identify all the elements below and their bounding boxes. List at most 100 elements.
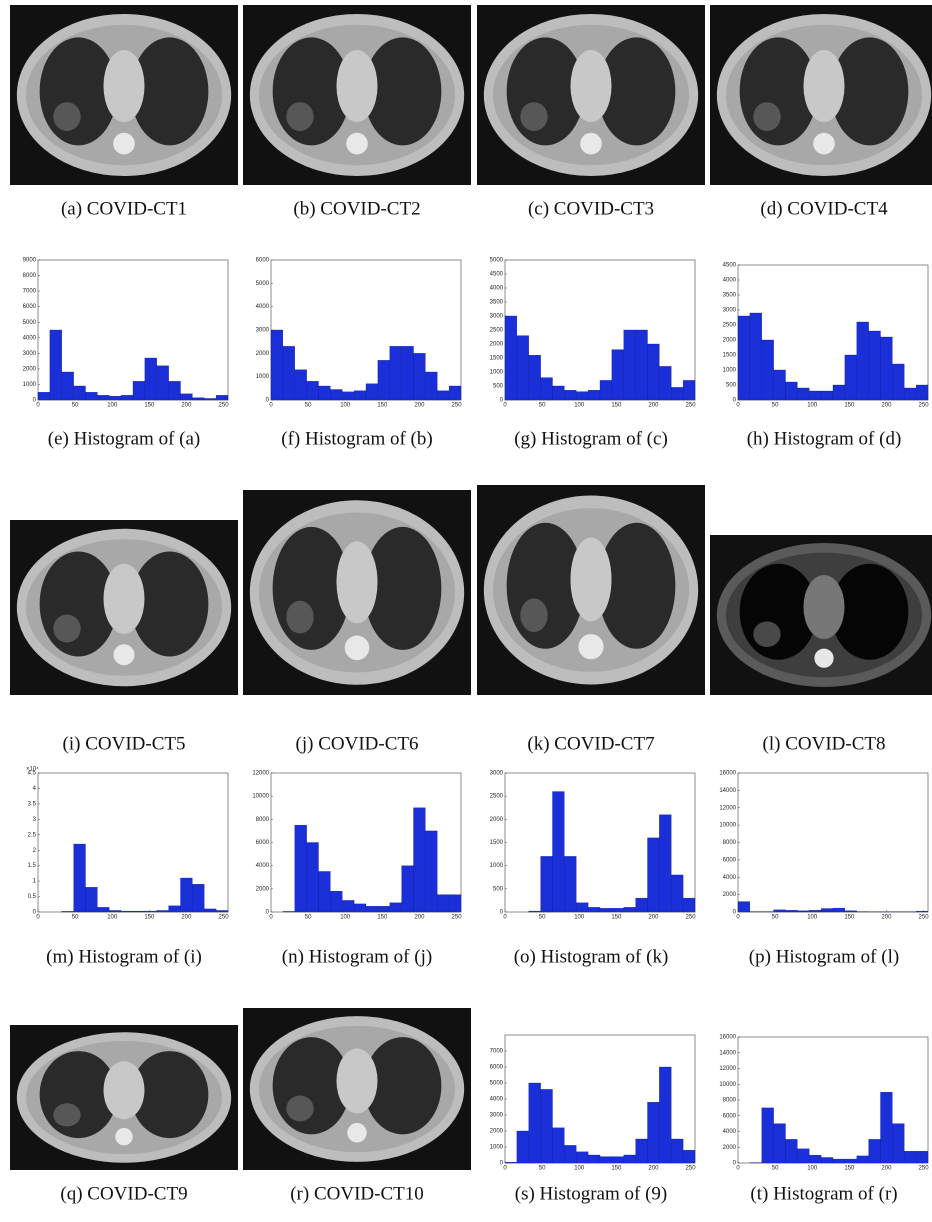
histogram-bar bbox=[541, 1089, 553, 1163]
x-tick-label: 150 bbox=[844, 915, 855, 921]
y-tick-label: 12000 bbox=[252, 771, 269, 777]
histogram-bar bbox=[869, 331, 881, 400]
y-tick-label: 5000 bbox=[23, 320, 37, 326]
histogram-bar bbox=[97, 907, 109, 912]
histogram-bar bbox=[648, 344, 660, 400]
x-tick-label: 200 bbox=[414, 915, 425, 921]
y-tick-label: 14000 bbox=[719, 1050, 736, 1056]
histogram-bar bbox=[845, 1159, 857, 1163]
histogram-bar bbox=[283, 346, 295, 400]
x-tick-label: 50 bbox=[772, 403, 779, 409]
y-tick-label: 1 bbox=[33, 879, 37, 885]
histogram-bar bbox=[97, 395, 109, 400]
spine bbox=[114, 644, 135, 665]
histogram-bar bbox=[821, 391, 833, 400]
histogram-bar bbox=[576, 903, 588, 912]
ct-image bbox=[10, 1025, 238, 1170]
y-tick-label: 1000 bbox=[490, 370, 504, 376]
histogram-bar bbox=[145, 358, 157, 400]
y-tick-label: 8000 bbox=[256, 817, 270, 823]
histogram-bar bbox=[762, 340, 774, 400]
histogram-bar bbox=[797, 388, 809, 400]
histogram-bar bbox=[774, 370, 786, 400]
ct-image bbox=[10, 5, 238, 185]
y-tick-label: 2000 bbox=[23, 366, 37, 372]
plot-area bbox=[738, 773, 928, 912]
histogram-bar bbox=[671, 1139, 683, 1163]
y-tick-label: 1500 bbox=[723, 353, 737, 359]
histogram-bar bbox=[892, 364, 904, 400]
histogram-bar bbox=[659, 1067, 671, 1163]
x-tick-label: 100 bbox=[807, 403, 818, 409]
histogram-bar bbox=[342, 900, 354, 912]
y-tick-label: 1000 bbox=[23, 382, 37, 388]
histogram-bar bbox=[786, 1139, 798, 1163]
image-caption: (j) COVID-CT6 bbox=[296, 733, 419, 754]
image-caption: (k) COVID-CT7 bbox=[527, 733, 654, 754]
y-tick-label: 2000 bbox=[723, 892, 737, 898]
histogram-bar bbox=[145, 911, 157, 912]
histogram-bar bbox=[342, 392, 354, 400]
chart-caption: (p) Histogram of (l) bbox=[749, 946, 899, 967]
x-tick-label: 150 bbox=[377, 403, 388, 409]
chart-caption: (n) Histogram of (j) bbox=[282, 946, 432, 967]
x-tick-label: 100 bbox=[107, 403, 118, 409]
histogram-bar bbox=[553, 1128, 565, 1163]
y-tick-label: 1000 bbox=[490, 863, 504, 869]
y-tick-label: 3000 bbox=[490, 771, 504, 777]
histogram-bar bbox=[319, 386, 331, 400]
x-tick-label: 100 bbox=[807, 1166, 818, 1172]
y-tick-label: 5000 bbox=[256, 281, 270, 287]
histogram-bar bbox=[74, 844, 86, 912]
opacity bbox=[53, 1103, 80, 1126]
x-tick-label: 0 bbox=[36, 915, 40, 921]
x-tick-label: 50 bbox=[539, 403, 546, 409]
x-tick-label: 200 bbox=[181, 403, 192, 409]
opacity bbox=[53, 102, 80, 131]
ct-image bbox=[243, 1008, 471, 1170]
x-tick-label: 150 bbox=[611, 915, 622, 921]
y-tick-label: 3000 bbox=[23, 351, 37, 357]
y-tick-label: 3500 bbox=[723, 293, 737, 299]
x-tick-label: 50 bbox=[772, 915, 779, 921]
spine bbox=[814, 649, 833, 668]
y-tick-label: 3000 bbox=[723, 308, 737, 314]
y-tick-label: 7000 bbox=[490, 1049, 504, 1055]
mediastinum bbox=[336, 50, 377, 122]
histogram-bar bbox=[330, 390, 342, 401]
y-tick-label: 6000 bbox=[256, 840, 270, 846]
spine bbox=[347, 1123, 366, 1142]
histogram-bar bbox=[648, 838, 660, 912]
histogram-bar bbox=[774, 910, 786, 912]
y-tick-label: 4500 bbox=[723, 263, 737, 269]
spine bbox=[346, 133, 368, 155]
image-caption: (q) COVID-CT9 bbox=[60, 1183, 187, 1204]
histogram-bar bbox=[564, 1145, 576, 1163]
x-tick-label: 0 bbox=[736, 1166, 740, 1172]
histogram-bar bbox=[659, 366, 671, 400]
x-tick-label: 200 bbox=[881, 403, 892, 409]
y-tick-label: 6000 bbox=[23, 304, 37, 310]
histogram-bar bbox=[157, 910, 169, 912]
histogram-bar bbox=[762, 1108, 774, 1163]
mediastinum bbox=[336, 1049, 377, 1114]
y-tick-label: 8000 bbox=[23, 273, 37, 279]
y-tick-label: 12000 bbox=[719, 805, 736, 811]
opacity bbox=[286, 102, 313, 131]
y-tick-label: 6000 bbox=[723, 1113, 737, 1119]
histogram-bar bbox=[541, 378, 553, 400]
image-caption: (l) COVID-CT8 bbox=[763, 733, 886, 754]
y-tick-label: 500 bbox=[726, 383, 737, 389]
histogram-bar bbox=[283, 911, 295, 912]
x-tick-label: 250 bbox=[452, 915, 463, 921]
histogram-bar bbox=[786, 382, 798, 400]
histogram-bar bbox=[588, 390, 600, 400]
x-tick-label: 250 bbox=[919, 915, 930, 921]
y-tick-label: 10000 bbox=[719, 823, 736, 829]
y-multiplier: ×10⁴ bbox=[26, 766, 39, 773]
x-tick-label: 100 bbox=[340, 915, 351, 921]
y-tick-label: 2500 bbox=[490, 328, 504, 334]
histogram-bar bbox=[881, 337, 893, 400]
histogram-bar bbox=[576, 392, 588, 400]
